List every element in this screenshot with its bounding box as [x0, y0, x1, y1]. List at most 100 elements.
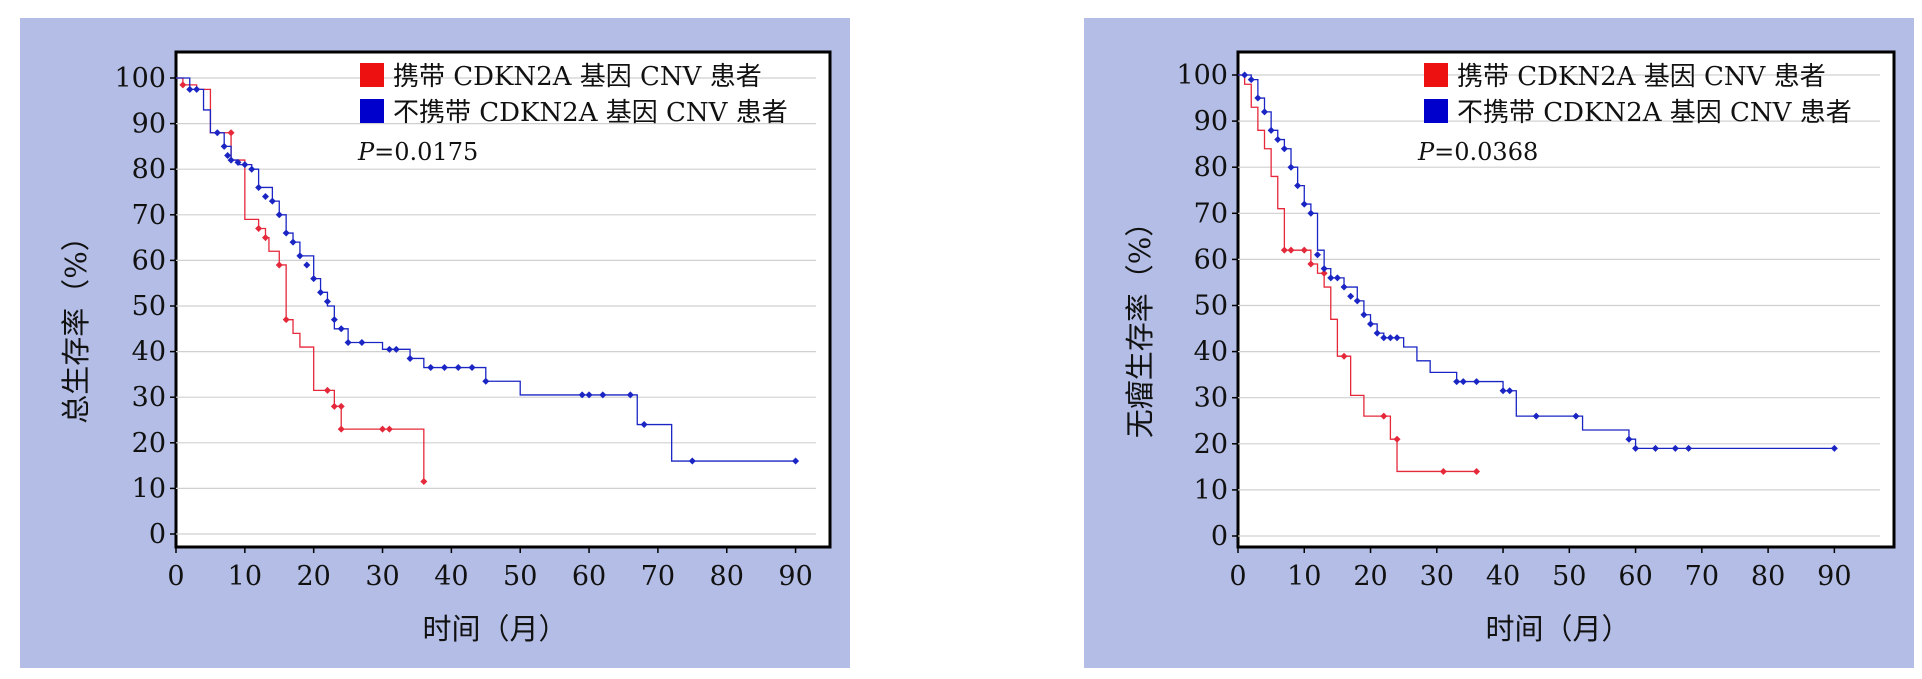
censor-marker-carrier [1340, 352, 1348, 360]
censor-marker-noncarrier [1327, 274, 1335, 282]
y-tick-label: 100 [114, 63, 166, 94]
x-tick-label: 60 [572, 561, 606, 592]
x-tick-label: 20 [1353, 561, 1387, 592]
censor-marker-noncarrier [1274, 136, 1282, 144]
censor-marker-carrier [323, 386, 331, 394]
censor-marker-carrier [275, 261, 283, 269]
y-tick-label: 30 [1194, 383, 1228, 414]
censor-marker-noncarrier [1300, 200, 1308, 208]
y-tick-label: 70 [132, 200, 166, 231]
censor-marker-carrier [1287, 246, 1295, 254]
censor-marker-noncarrier [1625, 435, 1633, 443]
x-tick-label: 50 [1552, 561, 1586, 592]
censor-marker-noncarrier [330, 316, 338, 324]
censor-marker-noncarrier [323, 297, 331, 305]
censor-marker-noncarrier [268, 197, 276, 205]
disease-free-survival-chart: 0 10 20 30 40 50 60 70 80 90 100 0 10 20 30 40 50 60 70 80 9… [1123, 50, 1896, 646]
censor-marker-noncarrier [358, 338, 366, 346]
y-tick-label: 0 [149, 519, 166, 550]
y-tick-label: 10 [132, 473, 166, 504]
x-tick-label: 40 [434, 561, 468, 592]
censor-marker-noncarrier [1241, 71, 1249, 79]
censor-marker-noncarrier [1572, 412, 1580, 420]
y-tick-label: 50 [1194, 291, 1228, 322]
legend-swatch-carrier [1424, 63, 1448, 87]
censor-marker-noncarrier [248, 165, 256, 173]
censor-marker-noncarrier [1320, 265, 1328, 273]
x-tick-label: 30 [1420, 561, 1454, 592]
x-tick-label: 20 [297, 561, 331, 592]
censor-marker-noncarrier [1287, 163, 1295, 171]
censor-marker-noncarrier [392, 345, 400, 353]
y-axis-label: 无瘤生存率（%） [1123, 208, 1157, 439]
censor-marker-noncarrier [227, 156, 235, 164]
p-value-symbol: P [357, 138, 375, 166]
y-tick-label: 70 [1194, 198, 1228, 229]
censor-marker-carrier [337, 402, 345, 410]
censor-marker-noncarrier [688, 457, 696, 465]
y-tick-label: 60 [1194, 244, 1228, 275]
x-tick-label: 60 [1618, 561, 1652, 592]
x-tick-label: 50 [503, 561, 537, 592]
censor-marker-noncarrier [406, 354, 414, 362]
x-tick-label: 90 [1817, 561, 1851, 592]
censor-marker-noncarrier [1254, 94, 1262, 102]
censor-marker-carrier [282, 316, 290, 324]
censor-marker-noncarrier [1347, 292, 1355, 300]
censor-marker-noncarrier [427, 364, 435, 372]
censor-marker-noncarrier [1373, 329, 1381, 337]
x-tick-label: 80 [710, 561, 744, 592]
y-tick-label: 80 [1194, 152, 1228, 183]
censor-marker-noncarrier [296, 252, 304, 260]
y-tick-label: 20 [1194, 429, 1228, 460]
censor-marker-noncarrier [599, 391, 607, 399]
censor-marker-noncarrier [255, 183, 263, 191]
censor-marker-carrier [1439, 467, 1447, 475]
censor-marker-noncarrier [1685, 444, 1693, 452]
p-value-text: =0.0368 [1434, 138, 1538, 166]
legend-label-carrier: 携带 CDKN2A 基因 CNV 患者 [393, 62, 762, 92]
censor-marker-noncarrier [1333, 274, 1341, 282]
x-tick-label: 0 [167, 561, 184, 592]
x-axis-label: 时间（月） [1485, 612, 1630, 646]
censor-marker-noncarrier [261, 193, 269, 201]
censor-marker-carrier [1393, 435, 1401, 443]
y-tick-label: 80 [132, 154, 166, 185]
censor-marker-noncarrier [213, 129, 221, 137]
censor-marker-noncarrier [303, 261, 311, 269]
plot-area [1236, 50, 1896, 549]
censor-marker-noncarrier [220, 142, 228, 150]
plot-area [174, 50, 832, 549]
censor-marker-noncarrier [1506, 387, 1514, 395]
censor-marker-noncarrier [482, 377, 490, 385]
censor-marker-carrier [1380, 412, 1388, 420]
censor-marker-carrier [420, 478, 428, 486]
censor-marker-noncarrier [385, 345, 393, 353]
censor-marker-carrier [179, 81, 187, 89]
censor-marker-noncarrier [234, 158, 242, 166]
censor-marker-carrier [261, 234, 269, 242]
censor-marker-carrier [330, 402, 338, 410]
censor-marker-noncarrier [241, 161, 249, 169]
y-tick-label: 10 [1194, 475, 1228, 506]
censor-marker-noncarrier [1360, 311, 1368, 319]
censor-marker-carrier [1300, 246, 1308, 254]
y-tick-label: 40 [1194, 337, 1228, 368]
y-axis-label: 总生存率（%） [59, 222, 93, 424]
x-axis-label: 时间（月） [422, 612, 567, 646]
censor-marker-noncarrier [792, 457, 800, 465]
y-tick-label: 100 [1176, 60, 1228, 91]
censor-marker-noncarrier [1314, 251, 1322, 259]
censor-marker-noncarrier [1294, 182, 1302, 190]
censor-marker-carrier [385, 425, 393, 433]
x-tick-label: 70 [1685, 561, 1719, 592]
p-value-text: =0.0175 [374, 138, 478, 166]
censor-marker-noncarrier [224, 152, 232, 160]
y-tick-label: 0 [1211, 521, 1228, 552]
censor-marker-noncarrier [337, 325, 345, 333]
censor-marker-carrier [337, 425, 345, 433]
censor-marker-noncarrier [282, 229, 290, 237]
y-tick-label: 90 [132, 109, 166, 140]
y-tick-label: 40 [132, 337, 166, 368]
y-tick-label: 60 [132, 245, 166, 276]
